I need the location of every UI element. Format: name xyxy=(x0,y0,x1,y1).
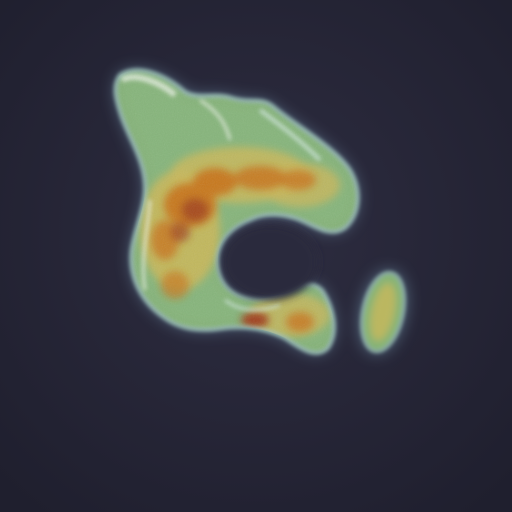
side-cell xyxy=(360,271,406,353)
organism-vacuole xyxy=(222,224,318,300)
